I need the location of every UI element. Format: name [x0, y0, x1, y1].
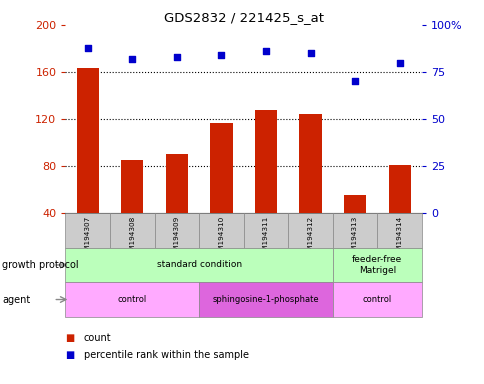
Bar: [65, 213, 110, 248]
Text: GSM194313: GSM194313: [351, 216, 357, 260]
Bar: [199, 213, 243, 248]
Text: GSM194311: GSM194311: [262, 216, 269, 260]
Text: ■: ■: [65, 333, 75, 343]
Bar: [299, 114, 321, 213]
Bar: [332, 213, 377, 248]
Text: GSM194310: GSM194310: [218, 216, 224, 260]
Text: growth protocol: growth protocol: [2, 260, 79, 270]
Text: standard condition: standard condition: [156, 260, 241, 270]
Text: control: control: [118, 295, 147, 304]
Bar: [332, 282, 421, 317]
Text: GSM194309: GSM194309: [174, 216, 180, 260]
Text: feeder-free
Matrigel: feeder-free Matrigel: [351, 255, 402, 275]
Text: GSM194314: GSM194314: [396, 216, 402, 260]
Point: [306, 50, 314, 56]
Bar: [199, 282, 332, 317]
Point: [261, 48, 269, 55]
Bar: [110, 213, 154, 248]
Point: [128, 56, 136, 62]
Text: GSM194312: GSM194312: [307, 216, 313, 260]
Text: control: control: [362, 295, 391, 304]
Text: agent: agent: [2, 295, 30, 305]
Text: GSM194308: GSM194308: [129, 216, 135, 260]
Bar: [76, 68, 99, 213]
Bar: [154, 213, 199, 248]
Bar: [287, 213, 332, 248]
Bar: [254, 110, 276, 213]
Bar: [65, 248, 332, 282]
Bar: [377, 213, 421, 248]
Text: count: count: [84, 333, 111, 343]
Point: [173, 54, 181, 60]
Point: [350, 78, 358, 84]
Bar: [210, 122, 232, 213]
Bar: [243, 213, 287, 248]
Point: [395, 60, 403, 66]
Point: [84, 45, 91, 51]
Point: [217, 52, 225, 58]
Bar: [332, 248, 421, 282]
Text: sphingosine-1-phosphate: sphingosine-1-phosphate: [212, 295, 318, 304]
Text: GSM194307: GSM194307: [85, 216, 91, 260]
Bar: [121, 160, 143, 213]
Title: GDS2832 / 221425_s_at: GDS2832 / 221425_s_at: [164, 11, 323, 24]
Bar: [388, 165, 410, 213]
Bar: [166, 154, 188, 213]
Bar: [65, 282, 199, 317]
Bar: [343, 195, 365, 213]
Text: percentile rank within the sample: percentile rank within the sample: [84, 350, 248, 360]
Text: ■: ■: [65, 350, 75, 360]
